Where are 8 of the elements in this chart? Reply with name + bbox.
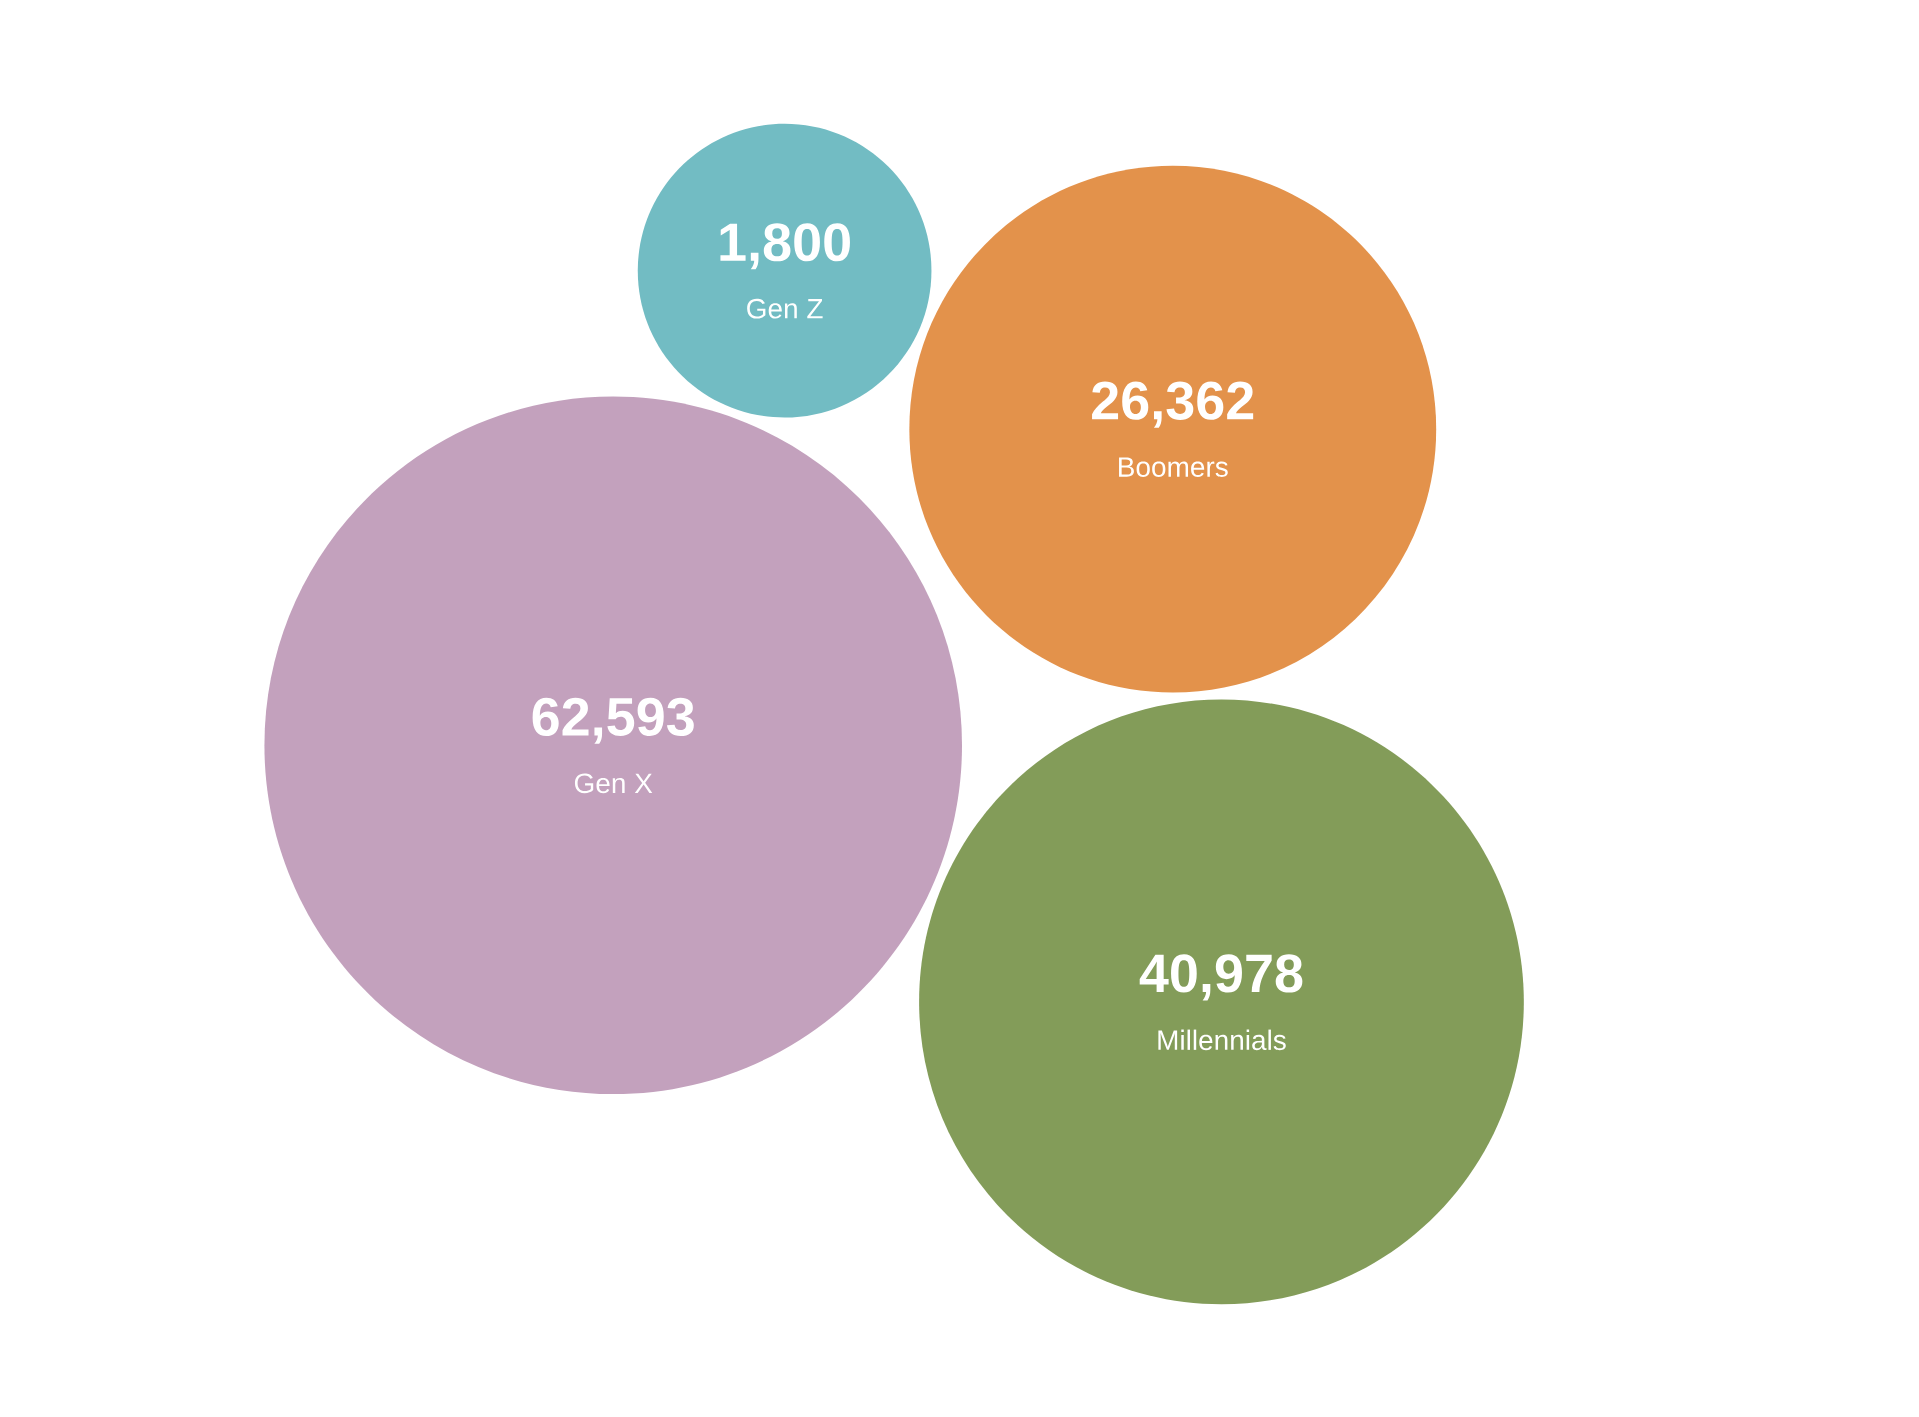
data-label: 26,362: [1092, 381, 1254, 428]
category-label: Millennials: [1158, 1029, 1286, 1051]
data-label: 62,593: [532, 697, 694, 744]
data-label: 1,800: [720, 223, 850, 270]
category-label: Gen X: [574, 773, 653, 794]
category-label: Boomers: [1119, 457, 1228, 477]
data-label: 40,978: [1139, 954, 1303, 1001]
category-label: Gen Z: [747, 298, 823, 319]
